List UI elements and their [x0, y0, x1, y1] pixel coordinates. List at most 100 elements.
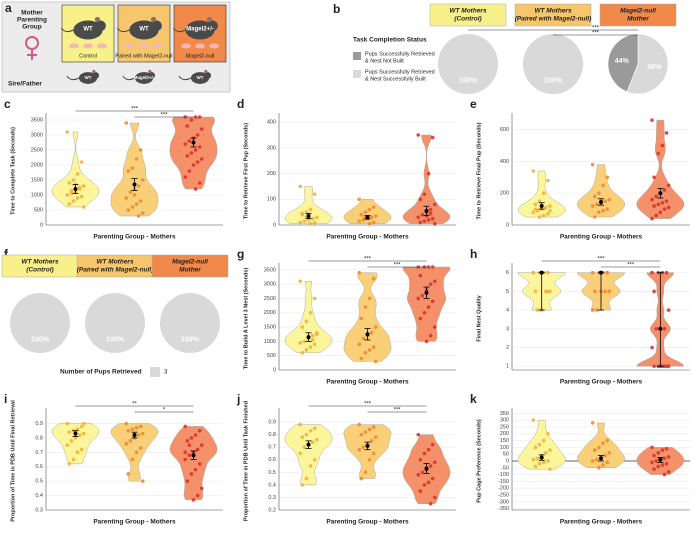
pie-slice — [160, 293, 220, 353]
data-point — [597, 466, 601, 470]
data-point — [426, 480, 431, 485]
data-point — [592, 194, 597, 199]
data-point — [430, 299, 435, 304]
pup — [153, 43, 163, 49]
center-point — [132, 182, 137, 187]
data-point — [420, 293, 425, 298]
data-point — [422, 310, 427, 315]
data-point — [67, 202, 72, 206]
data-point — [300, 351, 305, 355]
data-point — [65, 421, 70, 426]
y-tick-label: 5 — [506, 289, 509, 295]
mother-mouse — [95, 20, 106, 32]
data-point — [652, 289, 656, 294]
data-point — [371, 425, 376, 429]
data-point — [662, 364, 667, 369]
mother-mouse — [73, 20, 103, 40]
pup — [139, 43, 149, 49]
y-tick-label: 0.8 — [268, 432, 276, 438]
significance-label: *** — [131, 107, 139, 113]
pie-title: WT Mothers — [449, 8, 487, 15]
data-point — [418, 220, 423, 225]
data-point — [595, 457, 599, 462]
data-point — [75, 172, 80, 176]
data-point — [664, 131, 669, 135]
data-point — [666, 183, 671, 188]
data-point — [590, 308, 595, 312]
father-mouse — [178, 75, 192, 81]
y-tick-label: 400 — [500, 159, 509, 165]
father-mouse — [190, 72, 210, 84]
data-point — [183, 175, 188, 179]
data-point — [357, 270, 362, 275]
pie-title: (Control) — [454, 16, 481, 23]
data-point — [312, 221, 317, 225]
data-point — [373, 325, 378, 329]
center-point — [658, 191, 663, 196]
data-point — [656, 151, 661, 156]
data-point — [134, 426, 139, 430]
data-point — [187, 453, 192, 458]
data-point — [373, 435, 378, 439]
data-point — [185, 154, 190, 158]
data-point — [531, 210, 536, 215]
data-point — [531, 169, 536, 173]
y-tick-label: 0 — [40, 222, 43, 228]
data-point — [185, 479, 190, 483]
data-point — [548, 204, 552, 208]
data-point — [531, 270, 536, 275]
data-point — [541, 460, 546, 465]
pup — [125, 43, 135, 49]
y-tick-label: 2500 — [31, 147, 43, 153]
data-point — [79, 160, 84, 164]
center-point — [306, 335, 311, 340]
data-point — [416, 432, 421, 437]
data-point — [79, 447, 84, 452]
data-point — [75, 450, 80, 455]
y-tick-label: 0.9 — [35, 421, 43, 427]
data-point — [79, 424, 84, 429]
data-point — [195, 447, 200, 452]
data-point — [430, 476, 435, 481]
data-point — [67, 430, 72, 434]
data-point — [126, 428, 131, 433]
significance-label: *** — [364, 257, 372, 263]
data-point — [652, 364, 656, 369]
data-point — [656, 202, 661, 207]
x-axis-label: Parenting Group - Mothers — [326, 234, 409, 241]
pie-value-label: 44% — [615, 58, 630, 65]
data-point — [662, 207, 667, 211]
data-point — [430, 442, 435, 447]
data-point — [183, 450, 188, 455]
data-point — [541, 438, 546, 443]
data-point — [660, 463, 665, 467]
data-point — [310, 440, 315, 444]
y-axis-label: Time to Retrieve First Pup (Seconds) — [243, 123, 249, 219]
mother-mouse — [94, 16, 101, 23]
y-tick-label: 0.3 — [35, 507, 43, 513]
data-point — [426, 447, 431, 452]
y-axis-label: Proportion of Time in PDB Until Final Re… — [10, 400, 16, 522]
y-tick-label: -300 — [498, 499, 509, 505]
data-point — [183, 142, 188, 146]
y-tick-label: 0 — [273, 222, 276, 228]
y-tick-label: 0.2 — [268, 507, 276, 513]
data-point — [537, 199, 542, 203]
violin — [110, 122, 159, 217]
pie-slice — [626, 33, 669, 95]
violin — [517, 170, 566, 218]
data-point — [363, 351, 368, 355]
pie-value-label: 100% — [106, 336, 125, 343]
data-point — [363, 305, 368, 309]
mother-mouse — [129, 20, 159, 40]
data-point — [308, 310, 313, 315]
data-point — [81, 421, 86, 426]
data-point — [187, 443, 192, 447]
data-point — [422, 451, 427, 456]
panel-letter: d — [237, 97, 244, 111]
mother-mouse — [151, 20, 162, 32]
data-point — [134, 202, 139, 206]
panel-letter: k — [470, 392, 477, 406]
legend-swatch — [150, 367, 160, 377]
data-point — [430, 265, 435, 269]
